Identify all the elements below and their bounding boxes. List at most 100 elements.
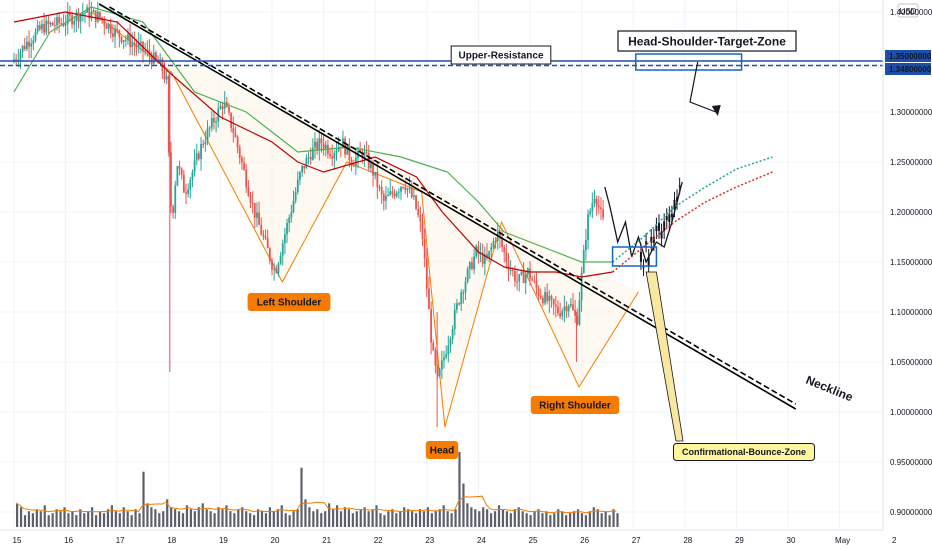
candle-body [296, 179, 299, 193]
candle-body [567, 305, 570, 312]
volume-bar [130, 515, 133, 527]
volume-bar [391, 509, 394, 527]
candle-body [260, 224, 263, 235]
candle-body [249, 195, 252, 203]
candle-body [92, 10, 95, 13]
candle-body [23, 45, 26, 50]
candle-body [307, 157, 310, 159]
candle-body [408, 188, 411, 190]
candle-body [413, 195, 415, 197]
candle-body [41, 24, 43, 30]
candle-body [522, 271, 525, 283]
volume-bar [264, 513, 268, 527]
candle-body [389, 191, 392, 195]
candle-body [189, 179, 192, 190]
volume-bar [517, 507, 520, 527]
candle-body [576, 315, 579, 325]
candle-body [228, 106, 230, 113]
volume-bar [27, 511, 31, 527]
volume-bars [15, 451, 619, 527]
volume-bar [450, 513, 453, 527]
candle-body [202, 143, 205, 145]
candle-body [382, 194, 385, 201]
volume-bar [521, 511, 524, 527]
candle-body [370, 163, 372, 169]
volume-bar [513, 509, 516, 527]
candle-body [557, 306, 559, 314]
candle-body [456, 303, 458, 310]
candle-body [170, 152, 172, 207]
volume-bar [505, 511, 508, 527]
volume-bar [533, 511, 536, 527]
projection-candle-body [658, 222, 660, 231]
projection-candle-body [660, 231, 663, 239]
candle-body [548, 295, 551, 302]
volume-bar [276, 509, 279, 527]
candle-body [471, 262, 473, 270]
candle-body [595, 198, 598, 206]
x-axis-panel [0, 530, 932, 550]
candle-body [109, 24, 112, 34]
candle-body [69, 13, 71, 16]
volume-bar [565, 515, 568, 527]
volume-bar [197, 507, 200, 527]
candle-body [410, 188, 413, 197]
candle-body [318, 138, 321, 150]
volume-bar [185, 505, 189, 527]
volume-bar [241, 507, 244, 527]
upper-resistance-label-box [450, 45, 552, 65]
candle-body [531, 279, 534, 281]
x-tick-label: 30 [787, 536, 796, 545]
volume-bar [458, 451, 461, 527]
candle-body [475, 246, 478, 257]
volume-bar [98, 511, 102, 527]
volume-bar [229, 511, 232, 527]
candle-body [314, 141, 316, 148]
volume-bar [493, 511, 497, 527]
candle-body [535, 280, 538, 289]
candle-body [221, 106, 224, 109]
volume-bar [328, 503, 331, 527]
projection-candle-body [670, 213, 673, 218]
candle-body [572, 304, 574, 310]
volume-bar [138, 513, 141, 527]
volume-bar [375, 505, 378, 527]
candle-body [30, 43, 33, 47]
candle-body [131, 43, 134, 48]
candle-body [335, 151, 338, 154]
candle-body [286, 222, 288, 235]
candle-body [253, 202, 256, 218]
candle-body [406, 188, 409, 191]
candle-body [352, 165, 355, 167]
x-tick-label: 28 [683, 536, 692, 545]
candle-body [486, 254, 488, 259]
candle-body [21, 45, 24, 53]
candle-body [279, 255, 282, 264]
candle-body [223, 102, 226, 109]
volume-bar [403, 507, 406, 527]
bounce-callout-pointer [645, 271, 684, 442]
volume-bar [442, 505, 445, 527]
volume-bar [438, 509, 441, 527]
left-shoulder-label: Left Shoulder [257, 298, 322, 309]
candle-body [215, 121, 217, 123]
candle-body [271, 260, 273, 270]
candle-body [468, 262, 471, 269]
volume-bar [91, 507, 94, 527]
volume-bar [335, 505, 339, 527]
projection-path [604, 181, 683, 264]
y-tick-label: 0.95000000 [890, 458, 932, 467]
candle-body [501, 238, 503, 247]
candle-body [309, 157, 312, 160]
candle-body [19, 52, 22, 60]
volume-bar [454, 509, 457, 527]
volume-bar [324, 511, 327, 527]
candle-body [129, 34, 131, 48]
volume-bar [320, 513, 323, 527]
bounce-zone-label: Confirmational-Bounce-Zone [682, 447, 806, 457]
projection-candle-body [647, 257, 650, 267]
candle-body [144, 50, 147, 52]
volume-bar [83, 513, 86, 527]
candle-body [167, 76, 170, 153]
